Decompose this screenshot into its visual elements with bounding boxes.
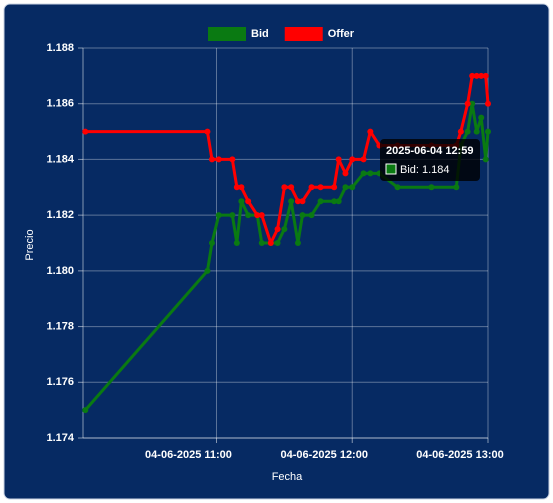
data-point — [281, 184, 288, 191]
data-point — [233, 240, 240, 246]
data-point — [294, 198, 301, 205]
data-point — [204, 128, 211, 135]
y-tick-label: 1.178 — [46, 320, 74, 332]
y-tick-label: 1.182 — [46, 209, 74, 221]
data-point — [245, 212, 252, 219]
data-point — [274, 240, 281, 246]
data-point — [215, 156, 222, 163]
data-point — [478, 114, 485, 121]
data-point — [335, 156, 342, 163]
data-point — [473, 128, 480, 135]
y-tick-label: 1.174 — [46, 432, 74, 444]
data-point — [238, 198, 245, 205]
data-point — [229, 212, 236, 219]
data-point — [254, 212, 261, 219]
chart-background — [3, 3, 550, 500]
data-point — [485, 128, 491, 135]
legend-swatch — [284, 27, 323, 41]
data-point — [233, 184, 240, 191]
data-point — [464, 100, 471, 107]
data-point — [294, 240, 301, 246]
data-point — [281, 226, 288, 233]
data-point — [208, 240, 215, 246]
y-tick-label: 1.176 — [46, 376, 74, 388]
data-point — [394, 184, 401, 191]
data-point — [258, 212, 265, 219]
tooltip: 2025-06-04 12:59 Bid: 1.184 — [380, 139, 480, 181]
legend-label: Offer — [328, 28, 355, 40]
data-point — [308, 184, 315, 191]
y-tick-label: 1.188 — [46, 42, 74, 54]
data-point — [469, 100, 476, 107]
data-point — [473, 72, 480, 79]
data-point — [367, 170, 374, 177]
x-axis-label: Fecha — [272, 471, 303, 483]
x-tick-label: 04-06-2025 12:00 — [281, 449, 368, 461]
y-tick-label: 1.180 — [46, 265, 74, 277]
data-point — [208, 156, 215, 163]
legend-swatch — [208, 27, 246, 41]
data-point — [288, 198, 295, 205]
data-point — [245, 198, 252, 205]
x-tick-label: 04-06-2025 13:00 — [416, 449, 503, 461]
data-point — [299, 212, 306, 219]
data-point — [308, 212, 315, 219]
data-point — [288, 184, 295, 191]
data-point — [82, 128, 89, 135]
x-tick-label: 04-06-2025 11:00 — [145, 449, 232, 461]
tooltip-box — [380, 139, 480, 181]
legend-label: Bid — [251, 28, 269, 40]
data-point — [331, 184, 338, 191]
data-point — [469, 72, 476, 79]
y-tick-label: 1.186 — [46, 98, 74, 110]
tooltip-swatch — [385, 163, 397, 175]
data-point — [482, 156, 489, 163]
data-point — [317, 184, 324, 191]
data-point — [453, 184, 460, 191]
y-axis-label: Precio — [24, 229, 36, 260]
data-point — [482, 72, 489, 79]
data-point — [349, 184, 356, 191]
data-point — [274, 226, 281, 233]
data-point — [215, 212, 222, 219]
data-point — [342, 184, 349, 191]
y-tick-label: 1.184 — [46, 153, 74, 165]
data-point — [204, 267, 211, 274]
data-point — [428, 184, 435, 191]
data-point — [258, 240, 265, 246]
data-point — [367, 128, 374, 135]
data-point — [335, 198, 342, 205]
data-point — [317, 198, 324, 205]
data-point — [464, 128, 471, 135]
data-point — [267, 240, 274, 246]
data-point — [360, 156, 367, 163]
tooltip-title: 2025-06-04 12:59 — [386, 145, 473, 157]
data-point — [229, 156, 236, 163]
tooltip-label: Bid: 1.184 — [400, 164, 450, 176]
data-point — [360, 170, 367, 177]
data-point — [349, 156, 356, 163]
data-point — [82, 407, 89, 414]
data-point — [238, 184, 245, 191]
data-point — [299, 198, 306, 205]
data-point — [457, 128, 464, 135]
data-point — [331, 198, 338, 205]
data-point — [478, 72, 485, 79]
data-point — [342, 170, 349, 177]
data-point — [485, 100, 491, 107]
